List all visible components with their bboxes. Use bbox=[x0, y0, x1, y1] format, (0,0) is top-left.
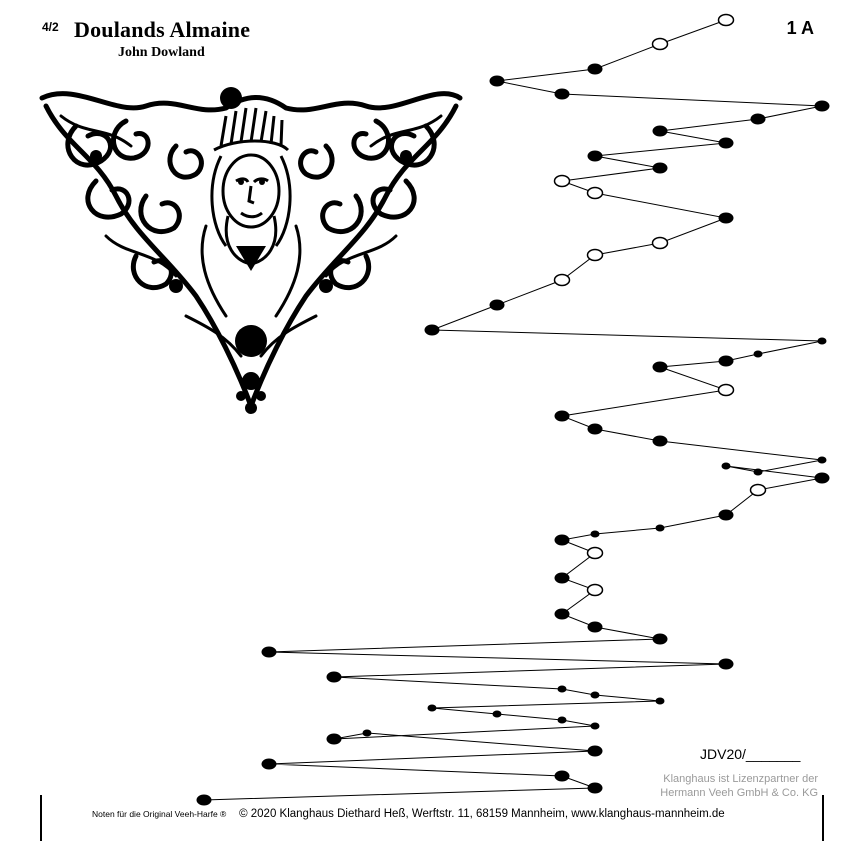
filled-note-head bbox=[652, 435, 668, 447]
open-note-head bbox=[717, 13, 735, 27]
filled-note-head bbox=[652, 361, 668, 373]
open-note-head bbox=[717, 383, 735, 397]
filled-note-head bbox=[817, 337, 827, 345]
composer-label: John Dowland bbox=[118, 45, 205, 60]
filled-note-head bbox=[721, 462, 731, 470]
filled-note-head bbox=[652, 162, 668, 174]
filled-note-head bbox=[652, 125, 668, 137]
filled-note-head bbox=[424, 324, 440, 336]
page-title: Doulands Almaine bbox=[74, 17, 251, 42]
open-note-head bbox=[651, 37, 669, 51]
footer-harp-note: Noten für die Original Veeh-Harfe ® bbox=[92, 809, 227, 819]
filled-note-head bbox=[590, 691, 600, 699]
open-note-head bbox=[651, 236, 669, 250]
filled-note-head bbox=[652, 633, 668, 645]
filled-note-head bbox=[554, 410, 570, 422]
filled-note-head bbox=[554, 608, 570, 620]
left-margin-bar bbox=[40, 795, 42, 841]
filled-note-head bbox=[261, 758, 277, 770]
filled-note-head bbox=[753, 468, 763, 476]
baroque-face-ornament-icon bbox=[39, 87, 463, 414]
note-connector-line bbox=[203, 19, 823, 801]
filled-note-head bbox=[718, 212, 734, 224]
filled-note-head bbox=[261, 646, 277, 658]
partner-line-2: Hermann Veeh GmbH & Co. KG bbox=[660, 787, 818, 799]
filled-note-head bbox=[489, 75, 505, 87]
filled-note-head bbox=[655, 697, 665, 705]
filled-note-head bbox=[814, 100, 830, 112]
filled-note-head bbox=[718, 658, 734, 670]
filled-note-head bbox=[718, 137, 734, 149]
filled-note-head bbox=[557, 685, 567, 693]
meter-label: 4/2 bbox=[42, 20, 59, 34]
open-note-head bbox=[586, 583, 604, 597]
filled-note-head bbox=[587, 150, 603, 162]
document-number: JDV20/_______ bbox=[700, 746, 801, 762]
filled-note-head bbox=[362, 729, 372, 737]
filled-note-head bbox=[655, 524, 665, 532]
sheet-code-label: 1 A bbox=[786, 18, 814, 38]
filled-note-head bbox=[554, 572, 570, 584]
filled-note-head bbox=[557, 716, 567, 724]
open-note-head bbox=[586, 546, 604, 560]
filled-note-head bbox=[817, 456, 827, 464]
filled-note-head bbox=[753, 350, 763, 358]
filled-note-head bbox=[718, 509, 734, 521]
footer-copyright: © 2020 Klanghaus Diethard Heß, Werftstr.… bbox=[239, 808, 725, 820]
filled-note-head bbox=[590, 530, 600, 538]
filled-note-head bbox=[750, 113, 766, 125]
open-note-head bbox=[553, 174, 571, 188]
footer: Noten für die Original Veeh-Harfe ® © 20… bbox=[92, 808, 725, 820]
open-note-head bbox=[586, 248, 604, 262]
filled-note-head bbox=[554, 534, 570, 546]
right-margin-bar bbox=[822, 795, 824, 841]
filled-note-head bbox=[587, 63, 603, 75]
filled-note-head bbox=[718, 355, 734, 367]
filled-note-head bbox=[814, 472, 830, 484]
filled-note-head bbox=[489, 299, 505, 311]
open-note-head bbox=[553, 273, 571, 287]
partner-line-1: Klanghaus ist Lizenzpartner der bbox=[663, 773, 818, 785]
filled-note-head bbox=[326, 671, 342, 683]
open-note-head bbox=[749, 483, 767, 497]
filled-note-head bbox=[587, 621, 603, 633]
filled-note-head bbox=[554, 770, 570, 782]
filled-note-head bbox=[196, 794, 212, 806]
filled-note-head bbox=[492, 710, 502, 718]
partner-notice: Klanghaus ist Lizenzpartner der Hermann … bbox=[598, 772, 818, 800]
note-heads bbox=[196, 13, 830, 806]
note-path bbox=[203, 19, 823, 801]
filled-note-head bbox=[587, 782, 603, 794]
open-note-head bbox=[586, 186, 604, 200]
filled-note-head bbox=[587, 423, 603, 435]
filled-note-head bbox=[427, 704, 437, 712]
filled-note-head bbox=[326, 733, 342, 745]
filled-note-head bbox=[590, 722, 600, 730]
filled-note-head bbox=[554, 88, 570, 100]
filled-note-head bbox=[587, 745, 603, 757]
